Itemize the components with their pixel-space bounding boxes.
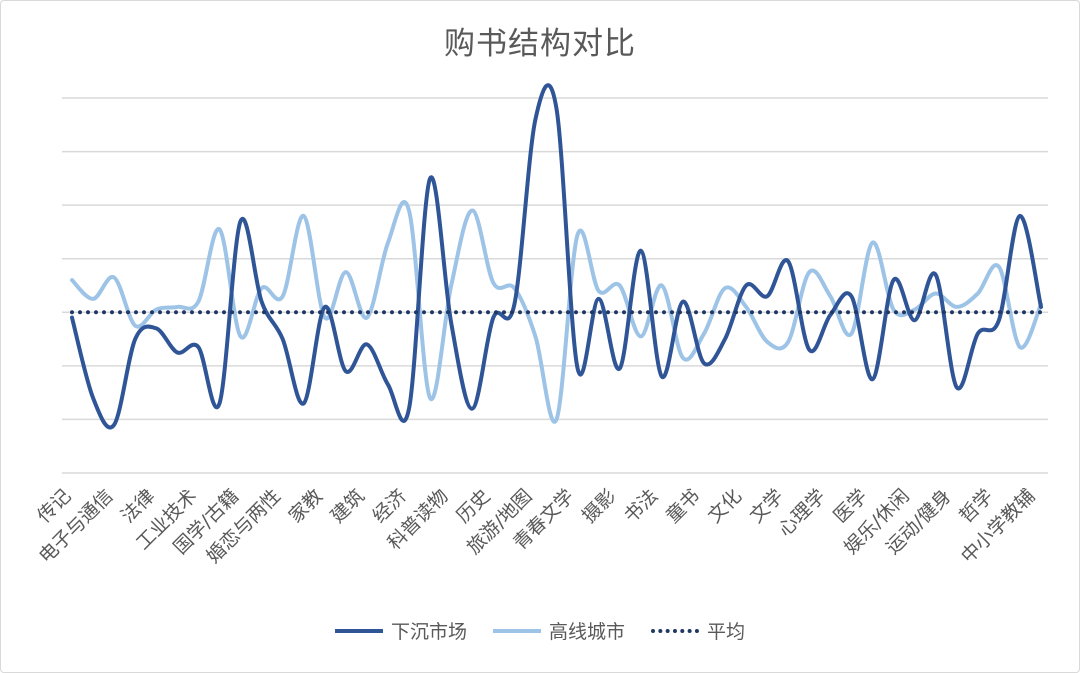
x-tick-label: 摄影 — [578, 485, 620, 527]
legend-swatch-high-tier-cities — [492, 628, 541, 633]
legend-swatch-sinking-market — [334, 628, 383, 633]
gridlines — [62, 97, 1048, 474]
series-lines — [70, 83, 1043, 430]
legend-label-sinking-market: 下沉市场 — [390, 621, 467, 643]
chart-title: 购书结构对比 — [444, 26, 636, 62]
legend-label-high-tier-cities: 高线城市 — [548, 621, 625, 643]
x-tick-label: 童书 — [662, 485, 704, 527]
x-tick-label: 心理学 — [774, 485, 830, 541]
legend-label-average: 平均 — [707, 621, 746, 643]
series-line-high-tier-cities — [70, 200, 1043, 424]
legend-item-high-tier-cities: 高线城市 — [492, 617, 625, 644]
legend: 下沉市场 高线城市 平均 — [0, 617, 1080, 644]
x-tick-label: 文化 — [704, 485, 746, 527]
legend-swatch-average — [651, 628, 699, 633]
legend-item-average: 平均 — [651, 617, 745, 644]
x-tick-label: 建筑 — [326, 485, 368, 527]
legend-item-sinking-market: 下沉市场 — [334, 617, 467, 644]
x-tick-label: 家教 — [285, 485, 327, 527]
series-line-sinking-market — [70, 83, 1043, 430]
x-tick-label: 书法 — [620, 485, 662, 527]
